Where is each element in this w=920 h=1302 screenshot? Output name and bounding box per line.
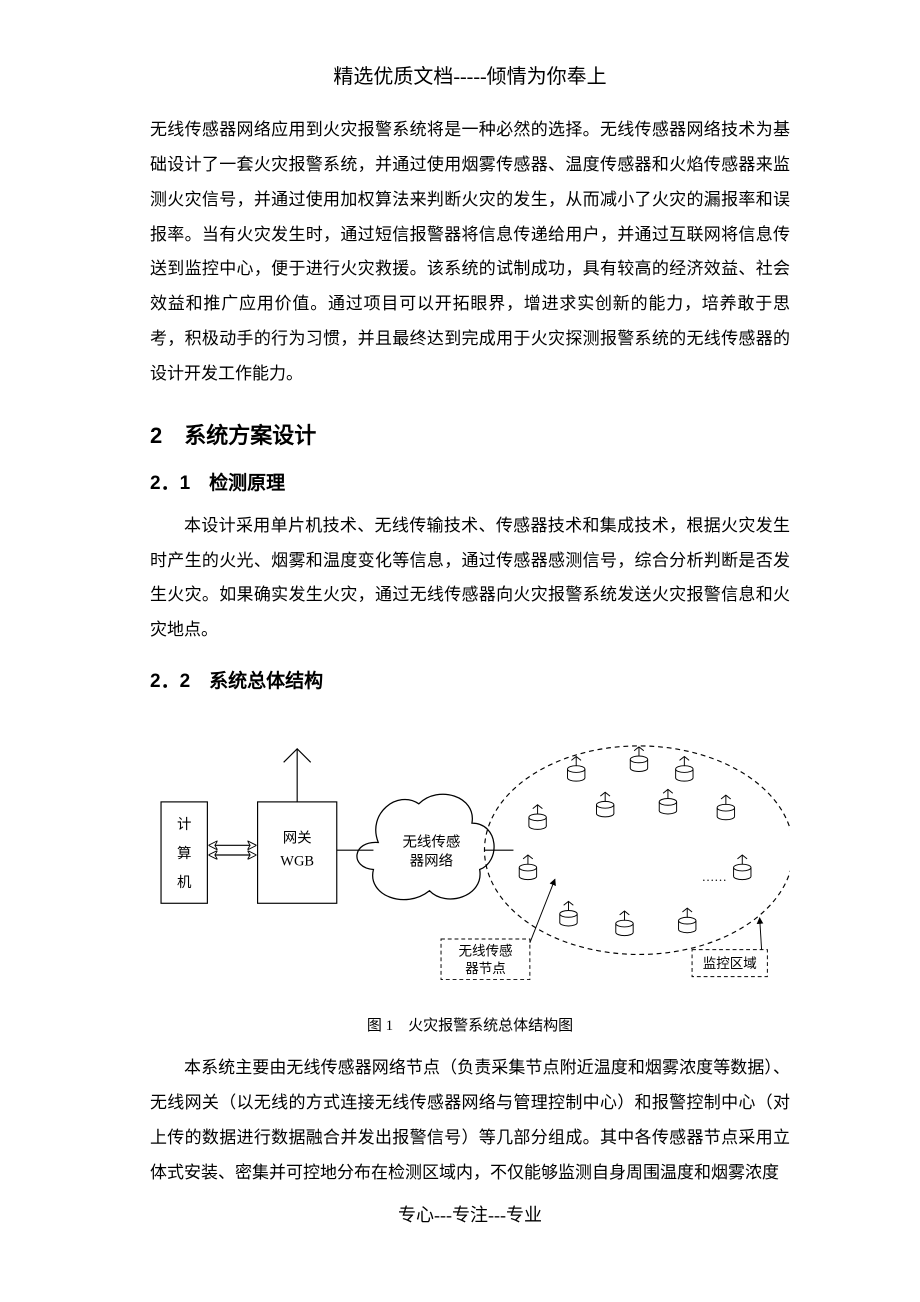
page-footer: 专心---专注---专业 [150,1201,790,1227]
section-2-2-title: 2．2 系统总体结构 [150,666,790,693]
svg-text:器节点: 器节点 [465,961,506,976]
section-2-2-paragraph: 本系统主要由无线传感器网络节点（负责采集节点附近温度和烟雾浓度等数据）、无线网关… [150,1051,790,1190]
svg-text:……: …… [702,870,727,884]
system-diagram: 计算机网关WGB无线传感器网络……无线传感器节点监控区域 [150,715,790,1000]
svg-text:无线传感: 无线传感 [402,833,460,850]
intro-paragraph: 无线传感器网络应用到火灾报警系统将是一种必然的选择。无线传感器网络技术为基础设计… [150,113,790,392]
svg-text:计: 计 [177,816,191,833]
svg-text:器网络: 器网络 [410,853,453,870]
section-2-title: 2 系统方案设计 [150,418,790,450]
svg-text:机: 机 [177,874,192,891]
svg-text:监控区域: 监控区域 [703,956,757,971]
svg-text:算: 算 [177,845,191,862]
svg-text:WGB: WGB [280,854,314,870]
section-2-1-title: 2．1 检测原理 [150,468,790,495]
page-top-header: 精选优质文档-----倾情为你奉上 [150,60,790,89]
svg-text:无线传感: 无线传感 [458,943,512,959]
svg-text:网关: 网关 [283,830,312,847]
figure-1-caption: 图 1 火灾报警系统总体结构图 [150,1014,790,1035]
section-2-1-paragraph: 本设计采用单片机技术、无线传输技术、传感器技术和集成技术，根据火灾发生时产生的火… [150,509,790,648]
